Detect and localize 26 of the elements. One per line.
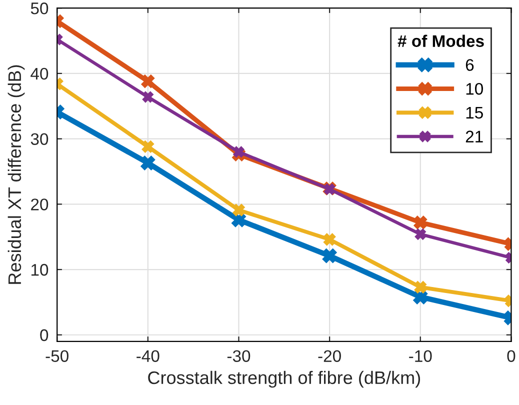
legend-title: # of Modes [398,34,484,48]
legend-label: 21 [466,130,483,142]
y-axis-title: Residual XT difference (dB) [8,65,25,284]
point [322,248,337,264]
point [233,146,244,158]
y-tick-label: 0 [40,329,48,342]
x-tick-label: 0 [507,350,516,362]
y-tick-label: 10 [31,264,48,276]
y-tick-label: 40 [30,68,48,80]
point [323,233,336,246]
legend-label: 10 [466,82,483,95]
y-tick-label: 20 [31,198,48,210]
legend-label: 6 [466,59,474,71]
x-tick-label: -50 [46,350,68,362]
x-tick-label: -20 [318,350,341,362]
point [232,204,245,216]
point [232,212,246,228]
point [414,228,426,240]
y-tick-label: 50 [30,2,48,14]
x-tick-label: -40 [136,350,160,362]
x-axis-title: Crosstalk strength of fibre (dB/km) [148,370,420,388]
y-tick-label: 30 [30,133,48,146]
x-tick-label: -10 [409,350,432,362]
x-tick-label: -30 [227,350,250,362]
legend-label: 15 [466,106,483,119]
point [414,281,426,294]
